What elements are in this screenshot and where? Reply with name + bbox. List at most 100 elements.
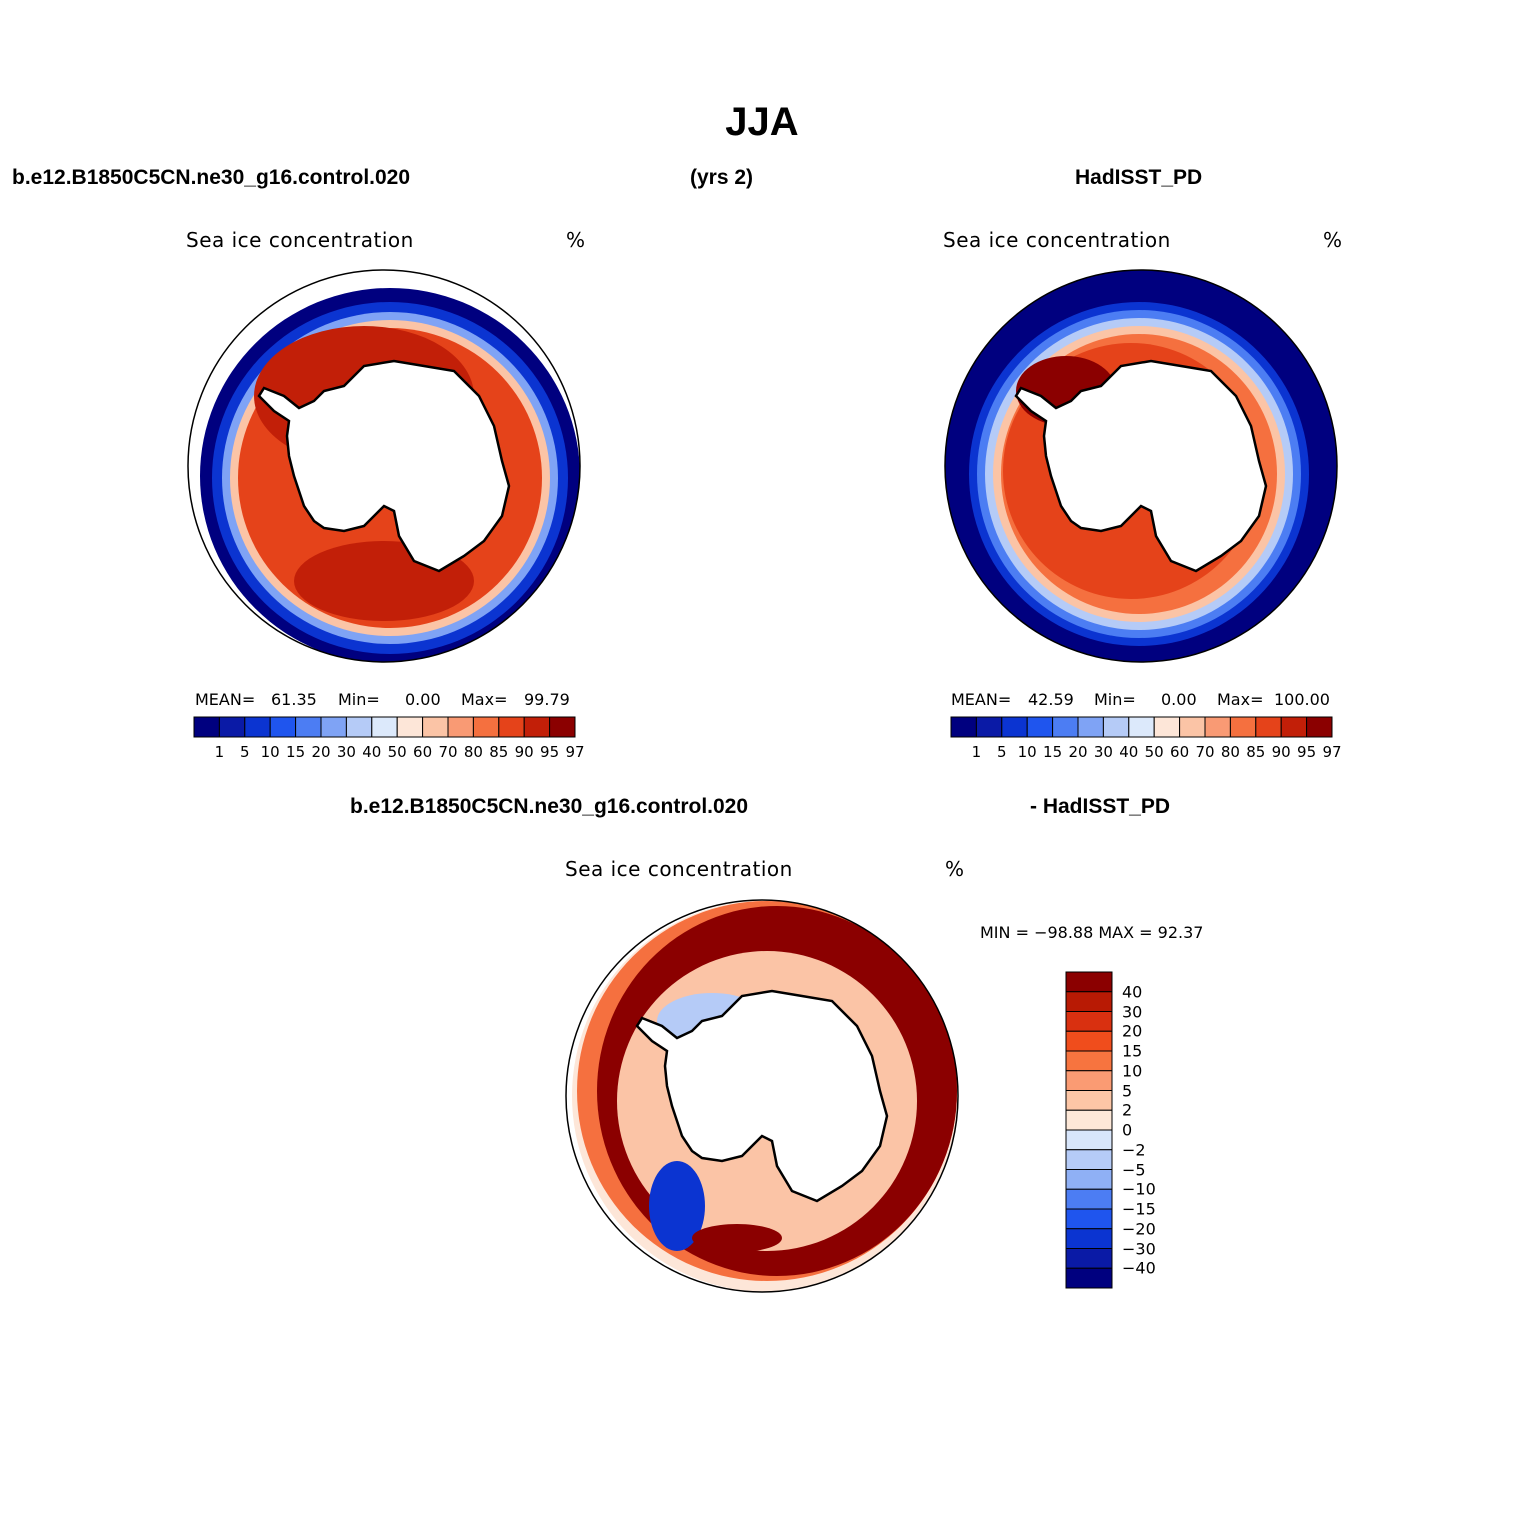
figure-title: JJA xyxy=(725,100,799,144)
diff-map xyxy=(566,900,958,1292)
obs-map xyxy=(945,270,1337,662)
model-colorbar-tick-label: 85 xyxy=(489,743,509,761)
model-colorbar-segment xyxy=(396,716,424,738)
model-colorbar-tick-label: 1 xyxy=(214,743,225,761)
model-colorbar xyxy=(193,716,576,738)
obs-colorbar-tick-label: 40 xyxy=(1119,743,1139,761)
model-map xyxy=(188,270,580,662)
obs-colorbar-segment xyxy=(1204,716,1231,738)
model-colorbar-segment xyxy=(295,716,322,738)
obs-map-border xyxy=(944,269,1338,663)
model-colorbar-tick-label: 50 xyxy=(387,743,407,761)
obs-colorbar-tick-label: 70 xyxy=(1195,743,1215,761)
diff-colorbar-tick-label: 0 xyxy=(1122,1120,1133,1140)
model-colorbar-segment xyxy=(345,716,373,738)
model-colorbar-tick-label: 5 xyxy=(240,743,250,761)
diff-negative-south xyxy=(649,1161,705,1251)
obs-colorbar-segment xyxy=(1153,716,1181,738)
model-max-label: Max= xyxy=(461,690,508,709)
diff-colorbar-tick-label: 5 xyxy=(1122,1081,1133,1100)
obs-mean-label: MEAN= xyxy=(951,690,1012,709)
model-variable-label: Sea ice concentration xyxy=(186,228,414,252)
diff-minmax-label: MIN = −98.88 MAX = 92.37 xyxy=(980,923,1204,942)
obs-variable-label: Sea ice concentration xyxy=(943,228,1171,252)
obs-colorbar-tick-label: 97 xyxy=(1322,743,1342,761)
model-map-border xyxy=(187,269,581,663)
diff-map-border xyxy=(565,899,959,1293)
model-colorbar-segment xyxy=(269,716,297,738)
model-colorbar-segment xyxy=(320,716,347,738)
obs-max-label: Max= xyxy=(1217,690,1264,709)
diff-colorbar-segment xyxy=(1065,1050,1113,1072)
obs-colorbar-segment xyxy=(1280,716,1308,738)
diff-colorbar-tick-label: 10 xyxy=(1122,1061,1143,1081)
obs-colorbar-tick-label: 1 xyxy=(971,743,982,761)
diff-colorbar-segment xyxy=(1065,1011,1113,1032)
diff-colorbar-tick-label: 20 xyxy=(1122,1021,1143,1041)
obs-colorbar-tick-label: 30 xyxy=(1093,743,1113,761)
obs-colorbar-segment xyxy=(1001,716,1028,738)
model-colorbar-segment xyxy=(498,716,525,738)
obs-units-label: % xyxy=(1323,228,1343,252)
diff-variable-label: Sea ice concentration xyxy=(565,857,793,881)
obs-colorbar-segment xyxy=(975,716,1003,738)
diff-colorbar-segment xyxy=(1065,971,1113,993)
diff-colorbar-tick-label: −40 xyxy=(1122,1258,1156,1278)
diff-colorbar-segment xyxy=(1065,1090,1113,1111)
model-colorbar-tick-label: 60 xyxy=(413,743,433,761)
model-colorbar-tick-label: 95 xyxy=(540,743,560,761)
obs-colorbar-tick-label: 85 xyxy=(1246,743,1266,761)
model-colorbar-segment xyxy=(523,716,551,738)
obs-colorbar-tick-label: 90 xyxy=(1271,743,1291,761)
obs-min-value: 0.00 xyxy=(1161,690,1197,709)
obs-colorbar-tick-label: 80 xyxy=(1220,743,1240,761)
top-left-case-label: b.e12.B1850C5CN.ne30_g16.control.020 xyxy=(12,166,411,189)
top-right-case-label: HadISST_PD xyxy=(1075,166,1203,189)
obs-colorbar-tick-label: 60 xyxy=(1170,743,1190,761)
diff-colorbar-tick-label: 30 xyxy=(1122,1002,1143,1021)
obs-colorbar-tick-label: 20 xyxy=(1068,743,1088,761)
diff-colorbar-segment xyxy=(1065,1070,1113,1091)
obs-colorbar-segment xyxy=(1077,716,1104,738)
model-colorbar-segment xyxy=(422,716,449,738)
obs-colorbar-tick-label: 50 xyxy=(1144,743,1164,761)
diff-colorbar-segment xyxy=(1065,1149,1113,1170)
diff-colorbar-segment xyxy=(1065,1228,1113,1249)
obs-colorbar-segment xyxy=(1255,716,1282,738)
model-colorbar-tick-label: 80 xyxy=(463,743,483,761)
diff-colorbar-tick-label: −15 xyxy=(1122,1199,1156,1219)
obs-colorbar-tick-label: 10 xyxy=(1017,743,1037,761)
obs-colorbar-segment xyxy=(1306,716,1333,738)
model-colorbar-segment xyxy=(218,716,246,738)
bottom-case-label: b.e12.B1850C5CN.ne30_g16.control.020 xyxy=(350,795,749,818)
top-years-label: (yrs 2) xyxy=(690,166,754,189)
diff-colorbar-segment xyxy=(1065,1188,1113,1210)
model-colorbar-tick-label: 20 xyxy=(311,743,331,761)
diff-colorbar-tick-label: −5 xyxy=(1122,1160,1146,1179)
model-colorbar-tick-label: 15 xyxy=(286,743,306,761)
obs-colorbar-segment xyxy=(1102,716,1130,738)
model-colorbar-segment xyxy=(549,716,576,738)
diff-colorbar-segment xyxy=(1065,1208,1113,1230)
diff-colorbar-segment xyxy=(1065,1129,1113,1151)
model-units-label: % xyxy=(566,228,586,252)
model-colorbar-tick-label: 30 xyxy=(336,743,356,761)
diff-positive-south xyxy=(692,1224,782,1252)
diff-colorbar-tick-label: −30 xyxy=(1122,1239,1156,1258)
diff-colorbar-tick-label: 2 xyxy=(1122,1100,1133,1120)
model-min-value: 0.00 xyxy=(405,690,441,709)
obs-colorbar-segment xyxy=(1128,716,1155,738)
model-colorbar-segment xyxy=(472,716,500,738)
obs-colorbar-segment xyxy=(950,716,977,738)
diff-colorbar-tick-label: 40 xyxy=(1122,982,1143,1002)
diff-colorbar-tick-label: −20 xyxy=(1122,1219,1156,1239)
diff-colorbar-tick-label: −10 xyxy=(1122,1179,1156,1199)
obs-colorbar-segment xyxy=(1026,716,1054,738)
model-colorbar-segment xyxy=(193,716,220,738)
diff-colorbar xyxy=(1065,971,1113,1289)
model-colorbar-tick-label: 90 xyxy=(514,743,534,761)
obs-max-value: 100.00 xyxy=(1274,690,1330,709)
bottom-ref-label: - HadISST_PD xyxy=(1030,795,1171,818)
diff-colorbar-segment xyxy=(1065,1267,1113,1289)
obs-colorbar-segment xyxy=(1179,716,1206,738)
